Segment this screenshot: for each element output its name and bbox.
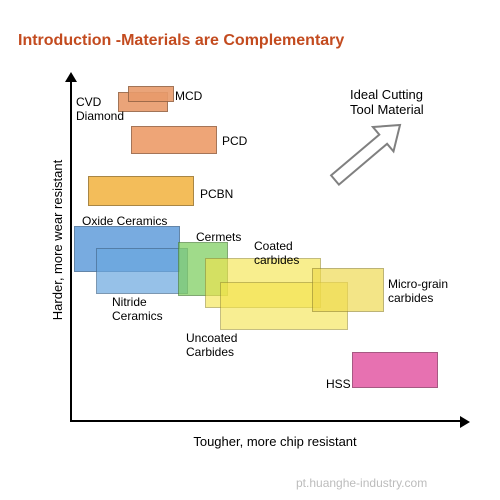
mcd-box: [128, 86, 174, 102]
nitride-ceramics-label: Nitride Ceramics: [112, 296, 163, 324]
watermark: pt.huanghe-industry.com: [296, 476, 427, 490]
nitride-ceramics-box: [96, 248, 188, 294]
uncoated-carbides-label: Uncoated Carbides: [186, 332, 237, 360]
micro-grain-carbides-label: Micro-grain carbides: [388, 278, 448, 306]
mcd-label: MCD: [175, 90, 202, 104]
pcd-label: PCD: [222, 135, 247, 149]
oxide-ceramics-label: Oxide Ceramics: [82, 215, 167, 229]
pcbn-label: PCBN: [200, 188, 233, 202]
pcd-box: [131, 126, 217, 154]
cermets-label: Cermets: [196, 231, 241, 245]
pcbn-box: [88, 176, 194, 206]
hss-box: [352, 352, 438, 388]
micro-grain-carbides-box: [312, 268, 384, 312]
cvd-diamond-label: CVD Diamond: [76, 96, 124, 124]
hss-label: HSS: [326, 378, 351, 392]
coated-carbides-label: Coated carbides: [254, 240, 299, 268]
materials-layer: CVD Diamond MCD PCD PCBN Oxide Ceramics Nitri…: [0, 0, 500, 500]
